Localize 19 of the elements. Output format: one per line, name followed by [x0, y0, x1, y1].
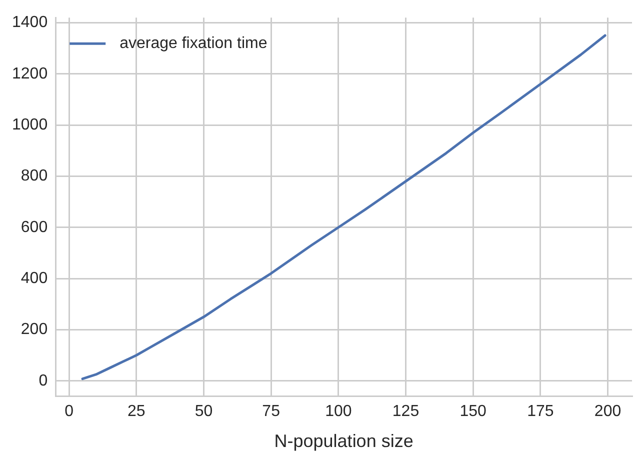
y-tick-label: 400: [20, 270, 48, 287]
x-tick-label: 100: [325, 403, 352, 420]
y-tick-label: 800: [20, 168, 48, 185]
y-tick-label: 0: [38, 372, 48, 390]
x-tick-label: 25: [128, 403, 146, 420]
x-tick-label: 150: [460, 403, 487, 420]
y-tick-label: 1400: [12, 14, 48, 32]
y-tick-label: 1200: [12, 65, 48, 82]
x-tick-label: 75: [262, 403, 280, 420]
x-tick-label: 50: [194, 403, 213, 420]
x-axis-title: N-population size: [274, 431, 414, 452]
x-tick-label: 125: [392, 403, 420, 420]
y-tick-label: 200: [20, 321, 48, 338]
y-tick-label: 600: [20, 218, 48, 236]
x-tick-label: 0: [64, 403, 74, 420]
y-tick-label: 1000: [12, 116, 48, 134]
x-tick-label: 175: [527, 403, 554, 420]
legend-label: average fixation time: [120, 35, 268, 52]
x-tick-label: 200: [594, 403, 622, 420]
